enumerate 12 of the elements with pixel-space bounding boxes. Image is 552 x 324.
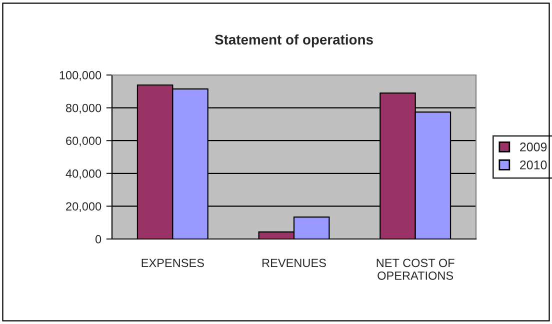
y-tick-label: 60,000	[66, 136, 102, 146]
y-tick-label: 100,000	[60, 71, 102, 81]
y-tick-label: 20,000	[66, 202, 102, 212]
x-tick-label: EXPENSES	[142, 258, 204, 268]
chart-title: Statement of operations	[214, 34, 373, 48]
y-tick-label: 80,000	[66, 104, 102, 114]
x-tick-label: NET COST OF OPERATIONS	[376, 258, 454, 280]
y-tick-label: 0	[95, 235, 102, 244]
y-tick-label: 40,000	[66, 169, 102, 180]
x-tick-label: REVENUES	[262, 258, 326, 268]
legend-label: 2010	[520, 160, 547, 170]
legend-label: 2009	[520, 142, 547, 152]
